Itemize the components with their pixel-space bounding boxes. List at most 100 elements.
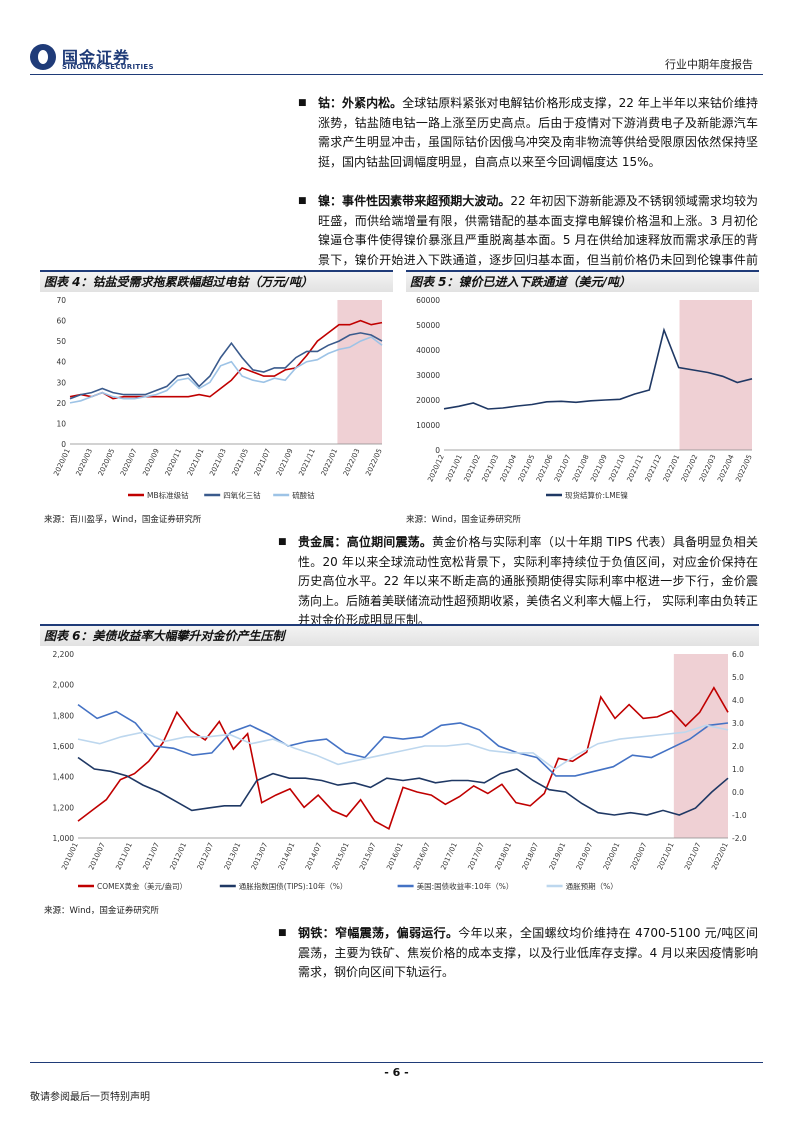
paragraph-gold: ■ 贵金属：高位期间震荡。黄金价格与实际利率（以十年期 TIPS 代表）具备明显…	[278, 533, 758, 631]
figure-6-title: 图表 6：美债收益率大幅攀升对金价产生压制	[44, 629, 285, 643]
legend-label: 美国:国债收益率:10年（%）	[417, 881, 514, 891]
footer-rule	[30, 1062, 763, 1063]
x-tick-label: 2021/05	[231, 447, 251, 477]
figure-4-source: 来源：百川盈孚，Wind，国金证券研究所	[44, 515, 202, 525]
x-tick-label: 2022/04	[716, 453, 736, 483]
x-tick-label: 2013/01	[223, 841, 243, 871]
x-tick-label: 2021/03	[208, 447, 228, 477]
x-tick-label: 2014/01	[277, 841, 297, 871]
y-tick-label: 70	[56, 296, 66, 305]
x-tick-label: 2021/11	[297, 447, 317, 477]
x-tick-label: 2021/01	[186, 447, 206, 477]
paragraph-lead: 钴：外紧内松。	[318, 96, 403, 110]
y2-tick-label: 1.0	[732, 765, 744, 774]
legend-label: 通胀指数国债(TIPS):10年（%）	[239, 881, 348, 891]
x-tick-label: 2021/01	[656, 841, 676, 871]
x-tick-label: 2021/06	[535, 453, 555, 483]
x-tick-label: 2022/03	[342, 447, 362, 477]
x-tick-label: 2022/02	[680, 453, 700, 483]
legend-label: 四氧化三钴	[223, 490, 261, 500]
figure-5-source: 来源：Wind，国金证券研究所	[406, 515, 521, 525]
y-tick-label: 0	[435, 446, 440, 455]
page-number: - 6 -	[384, 1066, 409, 1079]
legend-label: 硫酸钴	[292, 490, 315, 500]
y-tick-label: 40000	[416, 346, 440, 355]
y2-tick-label: 6.0	[732, 650, 744, 659]
figure-6-source: 来源：Wind，国金证券研究所	[44, 906, 159, 916]
nickel-price-chart: 01000020000300004000050000600002020/1220…	[416, 296, 754, 500]
bullet-icon: ■	[298, 98, 307, 108]
x-tick-label: 2010/01	[60, 841, 80, 871]
x-tick-label: 2021/03	[481, 453, 501, 483]
y-tick-label: 20000	[416, 396, 440, 405]
y-tick-label: 30000	[416, 371, 440, 380]
y2-tick-label: 2.0	[732, 742, 744, 751]
series-line	[69, 336, 383, 404]
gold-vs-rates-chart: 1,000 1,200 1,400 1,600 1,800 2,000 2,200 -2.0 -…	[53, 650, 747, 891]
series-line	[69, 332, 383, 400]
x-tick-label: 2017/01	[439, 841, 459, 871]
x-tick-label: 2021/12	[644, 453, 664, 483]
x-tick-label: 2020/03	[75, 447, 95, 477]
x-tick-label: 2021/07	[683, 841, 703, 871]
x-tick-label: 2020/07	[629, 841, 649, 871]
series-line	[77, 703, 729, 777]
x-tick-label: 2021/09	[589, 453, 609, 483]
y2-tick-label: -1.0	[732, 811, 747, 820]
x-tick-label: 2022/05	[734, 453, 754, 483]
y-tick-label: 20	[56, 399, 66, 408]
x-tick-label: 2014/07	[304, 841, 324, 871]
y-tick-label: 60000	[416, 296, 440, 305]
report-type: 行业中期年度报告	[665, 58, 753, 71]
x-tick-label: 2021/09	[275, 447, 295, 477]
x-tick-label: 2022/03	[698, 453, 718, 483]
paragraph-cobalt: ■ 钴：外紧内松。全球钴原料紧张对电解钴价格形成支撑，22 年上半年以来钴价维持…	[298, 94, 758, 172]
x-tick-label: 2016/07	[412, 841, 432, 871]
x-tick-label: 2021/08	[571, 453, 591, 483]
figure-4-title: 图表 4：钴盐受需求拖累跌幅超过电钴（万元/吨）	[44, 275, 313, 289]
x-tick-label: 2013/07	[250, 841, 270, 871]
series-line	[443, 327, 753, 410]
bullet-icon: ■	[278, 928, 287, 938]
y-tick-label: 1,400	[53, 773, 75, 782]
x-tick-label: 2011/07	[142, 841, 162, 871]
x-tick-label: 2020/11	[164, 447, 184, 477]
figure-5-title: 图表 5：镍价已进入下跌通道（美元/吨）	[410, 275, 631, 289]
y2-tick-label: 3.0	[732, 719, 744, 728]
y-tick-label: 1,800	[53, 711, 75, 720]
y-tick-label: 60	[56, 317, 66, 326]
y-tick-label: 10000	[416, 421, 440, 430]
x-tick-label: 2018/01	[494, 841, 514, 871]
x-tick-label: 2015/07	[358, 841, 378, 871]
figure-title-bar	[40, 270, 393, 292]
x-tick-label: 2017/07	[467, 841, 487, 871]
logo-text-cn: 国金证券	[62, 48, 131, 67]
paragraph-body: 22 年初因下游新能源及不锈钢领域需求均较为旺盛，而供给端增量有限，供需错配的基…	[318, 194, 758, 286]
figure-title-bar	[40, 624, 759, 646]
x-tick-label: 2012/07	[196, 841, 216, 871]
x-tick-label: 2011/01	[114, 841, 134, 871]
paragraph-steel: ■ 钢铁：窄幅震荡，偏弱运行。今年以来，全国螺纹均价维持在 4700-5100 …	[278, 924, 758, 983]
x-tick-label: 2021/07	[553, 453, 573, 483]
x-tick-label: 2015/01	[331, 841, 351, 871]
y-tick-label: 10	[56, 419, 66, 428]
x-tick-label: 2021/04	[499, 453, 519, 483]
x-tick-label: 2022/01	[320, 447, 340, 477]
x-tick-label: 2021/01	[444, 453, 464, 483]
y-tick-label: 40	[56, 358, 66, 367]
paragraph-body: 全球钴原料紧张对电解钴价格形成支撑，22 年上半年以来钴价维持涨势，钴盐随电钴一…	[318, 96, 758, 169]
x-tick-label: 2020/01	[602, 841, 622, 871]
bullet-icon: ■	[298, 196, 307, 206]
logo-text-en: SINOLINK SECURITIES	[62, 63, 154, 71]
x-tick-label: 2019/07	[575, 841, 595, 871]
legend-label: 现货结算价:LME镍	[565, 490, 628, 500]
y2-tick-label: 5.0	[732, 673, 744, 682]
y-tick-label: 50000	[416, 321, 440, 330]
x-tick-label: 2022/01	[662, 453, 682, 483]
x-tick-label: 2021/11	[626, 453, 646, 483]
legend-label: COMEX黄金（美元/盎司）	[97, 881, 187, 891]
paragraph-lead: 钢铁：窄幅震荡，偏弱运行。	[298, 926, 459, 940]
series-line	[69, 319, 383, 400]
shaded-region	[673, 654, 728, 838]
